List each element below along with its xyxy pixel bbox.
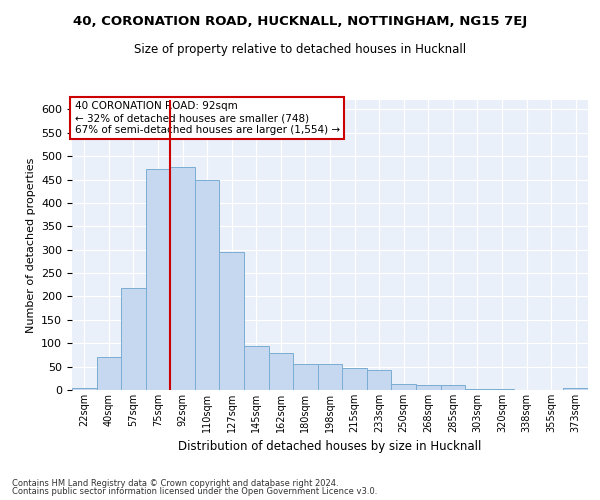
Text: 40 CORONATION ROAD: 92sqm
← 32% of detached houses are smaller (748)
67% of semi: 40 CORONATION ROAD: 92sqm ← 32% of detac…: [74, 102, 340, 134]
Bar: [170, 167, 195, 390]
Bar: [293, 364, 318, 390]
Bar: [465, 388, 490, 390]
Bar: [342, 368, 367, 390]
Bar: [563, 388, 588, 390]
Text: Contains public sector information licensed under the Open Government Licence v3: Contains public sector information licen…: [12, 487, 377, 496]
Bar: [490, 388, 514, 390]
Bar: [391, 384, 416, 390]
X-axis label: Distribution of detached houses by size in Hucknall: Distribution of detached houses by size …: [178, 440, 482, 454]
Text: Size of property relative to detached houses in Hucknall: Size of property relative to detached ho…: [134, 42, 466, 56]
Bar: [97, 358, 121, 390]
Bar: [367, 370, 391, 390]
Y-axis label: Number of detached properties: Number of detached properties: [26, 158, 35, 332]
Text: 40, CORONATION ROAD, HUCKNALL, NOTTINGHAM, NG15 7EJ: 40, CORONATION ROAD, HUCKNALL, NOTTINGHA…: [73, 15, 527, 28]
Bar: [416, 386, 440, 390]
Bar: [195, 180, 220, 390]
Text: Contains HM Land Registry data © Crown copyright and database right 2024.: Contains HM Land Registry data © Crown c…: [12, 478, 338, 488]
Bar: [146, 169, 170, 390]
Bar: [318, 364, 342, 390]
Bar: [220, 252, 244, 390]
Bar: [244, 346, 269, 390]
Bar: [269, 352, 293, 390]
Bar: [72, 388, 97, 390]
Bar: [440, 386, 465, 390]
Bar: [121, 288, 146, 390]
